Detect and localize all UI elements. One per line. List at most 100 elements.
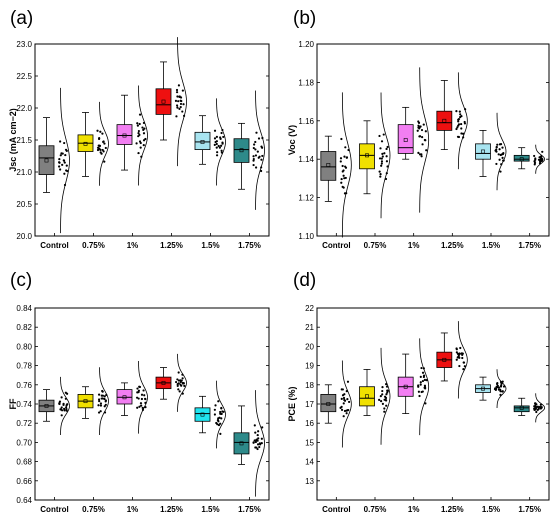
data-points: [417, 366, 428, 405]
y-tick-label: 17: [305, 400, 314, 409]
box-group-2: 1%: [116, 360, 148, 514]
data-point: [61, 163, 64, 166]
data-point: [539, 403, 542, 406]
mean-marker: [481, 386, 485, 391]
data-point: [342, 169, 345, 172]
data-point: [462, 136, 465, 139]
data-point: [535, 410, 538, 414]
data-point: [213, 408, 216, 411]
data-point: [138, 122, 141, 126]
data-points: [416, 120, 428, 158]
data-point: [59, 154, 62, 157]
data-point: [385, 155, 388, 158]
data-point: [495, 162, 498, 166]
y-tick-label: 16: [305, 419, 314, 428]
data-point: [102, 140, 105, 143]
distribution-curve: [535, 144, 546, 174]
data-point: [257, 137, 261, 140]
data-point: [381, 152, 384, 155]
distribution-curve: [99, 101, 109, 186]
distribution-curve: [138, 85, 148, 186]
box-group-1: 0.75%: [359, 347, 391, 514]
box: [194, 131, 211, 151]
box-group-0: Control: [320, 92, 352, 250]
box-group-2: 1%: [397, 67, 430, 250]
data-points: [494, 143, 505, 173]
data-point: [103, 405, 106, 408]
y-axis-label: Voc (V): [287, 125, 297, 155]
data-point: [539, 158, 542, 161]
data-point: [380, 140, 384, 143]
y-tick-label: 19: [305, 362, 314, 371]
data-point: [417, 151, 420, 154]
data-point: [137, 135, 140, 138]
data-point: [63, 172, 66, 175]
data-point: [180, 379, 183, 382]
data-point: [423, 378, 426, 381]
data-point: [494, 149, 497, 152]
data-points: [252, 131, 264, 173]
data-point: [255, 131, 258, 134]
data-point: [386, 145, 389, 149]
data-point: [346, 409, 349, 412]
box: [194, 407, 211, 422]
data-point: [58, 158, 61, 161]
data-point: [141, 408, 145, 411]
data-point: [420, 366, 423, 370]
data-point: [420, 390, 423, 394]
box-group-4: 1.5%: [194, 98, 226, 250]
data-points: [378, 383, 389, 413]
data-point: [213, 129, 217, 132]
panel-letter: (c): [10, 270, 32, 291]
panel-1: (a) 20.0 20.5 21.0 21.5 22.0 22.5 23.0 Jsc (mA c…: [8, 8, 270, 250]
data-point: [455, 358, 458, 361]
data-point: [502, 385, 506, 388]
panel-letter: (b): [293, 8, 316, 29]
data-points: [96, 129, 107, 163]
data-point: [213, 143, 216, 146]
mean-marker: [44, 404, 49, 408]
data-point: [99, 402, 103, 405]
data-point: [381, 386, 384, 389]
data-point: [143, 394, 146, 397]
data-point: [98, 144, 101, 147]
data-point: [104, 400, 107, 403]
data-point: [458, 364, 461, 368]
data-points: [339, 137, 350, 195]
data-point: [385, 383, 388, 386]
x-tick-label: 1.75%: [238, 241, 261, 250]
data-point: [175, 115, 178, 118]
mean-marker: [403, 138, 408, 142]
data-point: [215, 140, 218, 143]
data-point: [261, 426, 264, 429]
data-point: [459, 113, 462, 116]
data-point: [65, 406, 68, 409]
data-point: [182, 103, 185, 106]
data-point: [342, 174, 345, 177]
data-point: [258, 445, 261, 449]
data-point: [425, 149, 428, 152]
y-tick-label: 0.68: [16, 458, 32, 467]
data-point: [103, 395, 106, 398]
data-point: [144, 397, 147, 400]
data-point: [501, 156, 504, 159]
data-point: [533, 160, 536, 163]
data-point: [340, 397, 343, 400]
data-point: [498, 148, 501, 151]
data-point: [345, 412, 348, 415]
x-tick-label: 1%: [127, 241, 139, 250]
box: [513, 405, 530, 413]
data-point: [422, 367, 425, 370]
data-point: [182, 114, 186, 117]
data-point: [535, 405, 538, 409]
data-point: [101, 132, 104, 135]
box: [320, 393, 337, 413]
data-point: [499, 170, 502, 173]
data-point: [343, 399, 347, 402]
data-point: [383, 410, 386, 413]
data-point: [386, 391, 389, 394]
data-point: [462, 132, 465, 135]
data-point: [417, 390, 420, 393]
data-point: [464, 108, 467, 111]
data-point: [58, 402, 61, 405]
